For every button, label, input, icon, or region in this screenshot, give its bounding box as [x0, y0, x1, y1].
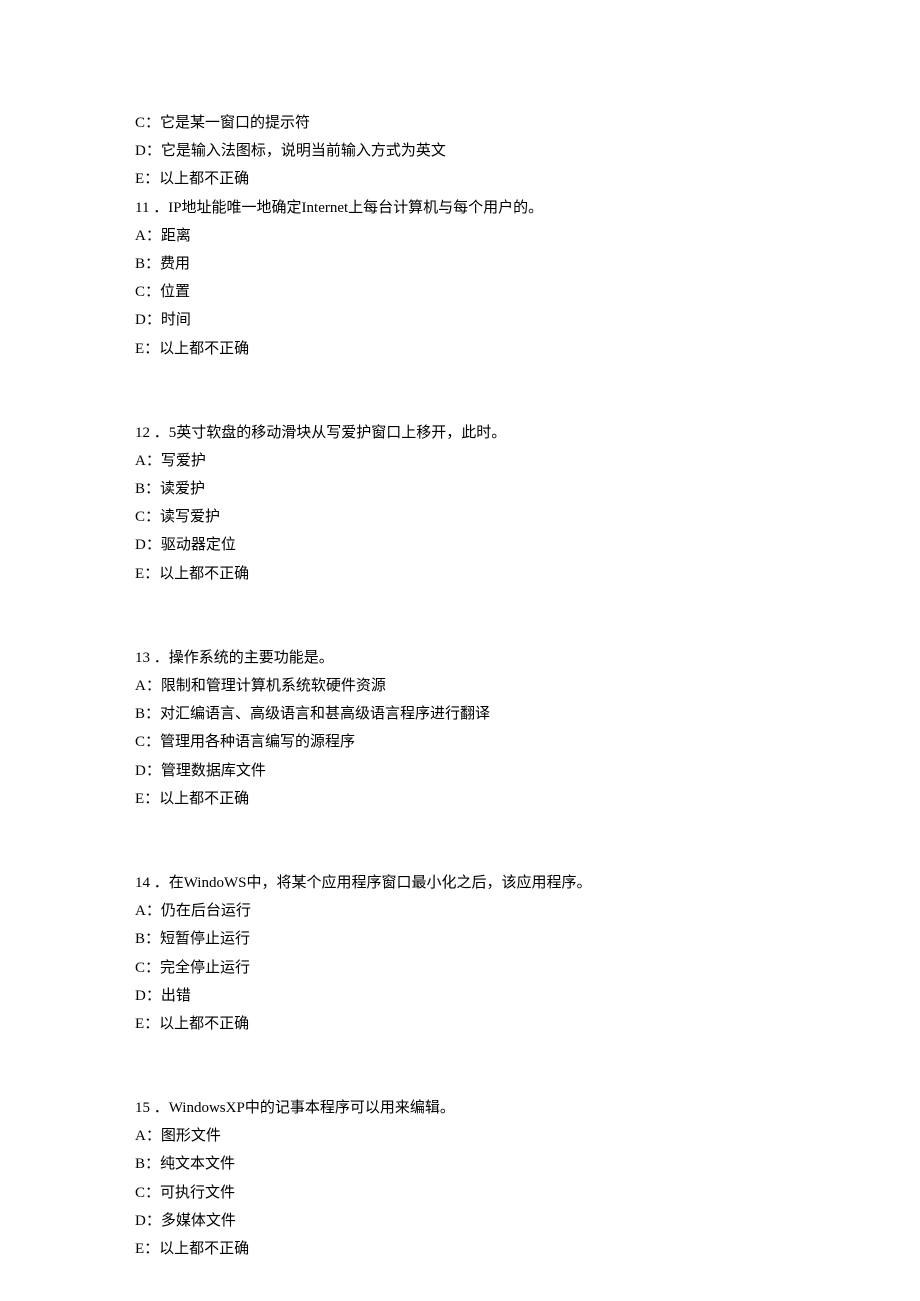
document-page: C：它是某一窗口的提示符 D：它是输入法图标，说明当前输入方式为英文 E：以上都…	[0, 0, 920, 1301]
option-line: D：管理数据库文件	[135, 757, 810, 785]
block-gap	[135, 1038, 810, 1094]
option-line: E：以上都不正确	[135, 785, 810, 813]
question-text: ．WindowsXP中的记事本程序可以用来编辑。	[154, 1100, 455, 1116]
option-line: C：完全停止运行	[135, 954, 810, 982]
block-gap	[135, 813, 810, 869]
question-stem: 11 ．IP地址能唯一地确定Internet上每台计算机与每个用户的。	[135, 194, 810, 222]
option-line: C：可执行文件	[135, 1179, 810, 1207]
option-line: E：以上都不正确	[135, 165, 810, 193]
option-line: B：对汇编语言、高级语言和甚高级语言程序进行翻译	[135, 700, 810, 728]
option-line: E：以上都不正确	[135, 335, 810, 363]
question-number: 13	[135, 650, 150, 666]
option-line: C：管理用各种语言编写的源程序	[135, 728, 810, 756]
option-line: B：短暂停止运行	[135, 925, 810, 953]
question-text: ．5英寸软盘的移动滑块从写爱护窗口上移开，此时。	[154, 425, 507, 441]
option-line: C：读写爱护	[135, 503, 810, 531]
option-line: A：图形文件	[135, 1122, 810, 1150]
question-stem: 14 ．在WindoWS中，将某个应用程序窗口最小化之后，该应用程序。	[135, 869, 810, 897]
question-number: 11	[135, 200, 149, 216]
question-stem: 13 ．操作系统的主要功能是。	[135, 644, 810, 672]
option-line: A：写爱护	[135, 447, 810, 475]
option-line: B：读爱护	[135, 475, 810, 503]
option-line: E：以上都不正确	[135, 1010, 810, 1038]
option-line: D：它是输入法图标，说明当前输入方式为英文	[135, 137, 810, 165]
question-block: 11 ．IP地址能唯一地确定Internet上每台计算机与每个用户的。 A：距离…	[135, 194, 810, 363]
option-line: C：它是某一窗口的提示符	[135, 109, 810, 137]
option-line: A：仍在后台运行	[135, 897, 810, 925]
question-number: 15	[135, 1100, 150, 1116]
question-number: 14	[135, 875, 150, 891]
question-text: ．在WindoWS中，将某个应用程序窗口最小化之后，该应用程序。	[154, 875, 592, 891]
option-line: D：多媒体文件	[135, 1207, 810, 1235]
option-line: A：距离	[135, 222, 810, 250]
option-line: B：纯文本文件	[135, 1150, 810, 1178]
option-line: D：驱动器定位	[135, 531, 810, 559]
option-line: D：出错	[135, 982, 810, 1010]
question-stem: 12 ．5英寸软盘的移动滑块从写爱护窗口上移开，此时。	[135, 419, 810, 447]
question-block: 12 ．5英寸软盘的移动滑块从写爱护窗口上移开，此时。 A：写爱护 B：读爱护 …	[135, 419, 810, 588]
option-line: D：时间	[135, 306, 810, 334]
question-text: ．操作系统的主要功能是。	[154, 650, 334, 666]
option-line: B：费用	[135, 250, 810, 278]
question-block: 13 ．操作系统的主要功能是。 A：限制和管理计算机系统软硬件资源 B：对汇编语…	[135, 644, 810, 813]
question-number: 12	[135, 425, 150, 441]
block-gap	[135, 588, 810, 644]
block-gap	[135, 363, 810, 419]
question-text: ．IP地址能唯一地确定Internet上每台计算机与每个用户的。	[153, 200, 543, 216]
option-line: E：以上都不正确	[135, 1235, 810, 1263]
option-line: A：限制和管理计算机系统软硬件资源	[135, 672, 810, 700]
option-line: C：位置	[135, 278, 810, 306]
question-stem: 15 ．WindowsXP中的记事本程序可以用来编辑。	[135, 1094, 810, 1122]
question-block: 14 ．在WindoWS中，将某个应用程序窗口最小化之后，该应用程序。 A：仍在…	[135, 869, 810, 1038]
question-block: 15 ．WindowsXP中的记事本程序可以用来编辑。 A：图形文件 B：纯文本…	[135, 1094, 810, 1263]
option-line: E：以上都不正确	[135, 560, 810, 588]
